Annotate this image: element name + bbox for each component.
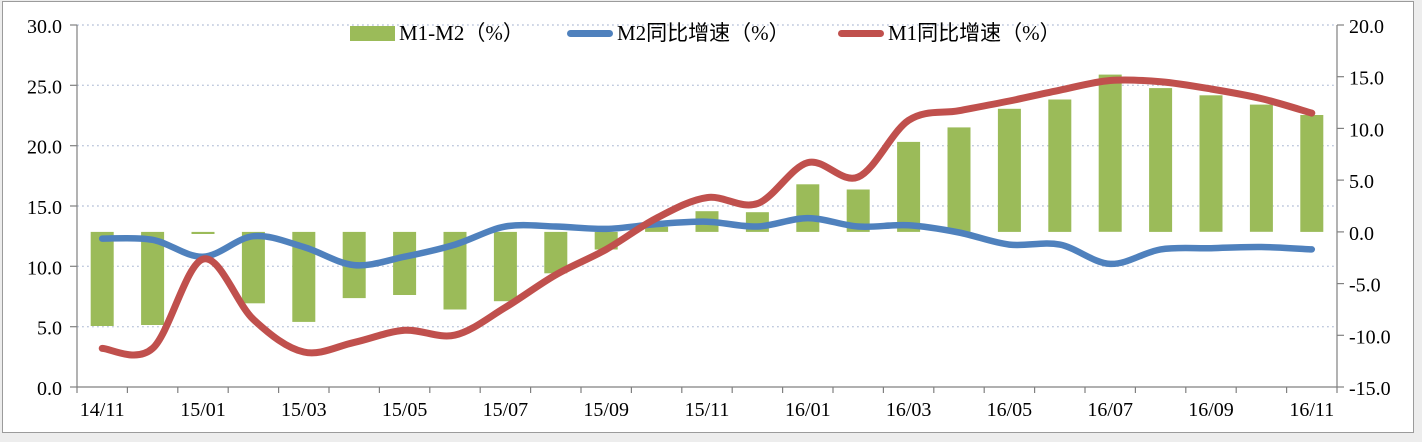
- bar-15/10: [645, 226, 669, 232]
- bar-16/06: [1048, 99, 1072, 232]
- left-axis-label: 5.0: [37, 318, 62, 340]
- x-axis-label: 16/07: [1087, 399, 1133, 421]
- right-axis-label: -5.0: [1349, 275, 1381, 297]
- x-axis-label: 16/11: [1289, 399, 1334, 421]
- line-swatch-icon: [838, 29, 884, 37]
- gridlines: [77, 24, 1337, 328]
- legend-label-m1-m2: M1-M2（%）: [399, 20, 524, 45]
- x-axis-label: 16/05: [987, 399, 1033, 421]
- right-axis-labels: -15.0 -10.0 -5.0 0.0 5.0 10.0 15.0 20.0: [1349, 16, 1391, 400]
- bar-16/05: [997, 108, 1021, 232]
- bar-15/01: [191, 231, 215, 234]
- x-axis-label: 15/05: [382, 399, 428, 421]
- left-axis-label: 20.0: [27, 137, 62, 159]
- right-axis-label: 15.0: [1349, 68, 1384, 90]
- legend-label-m2-yoy: M2同比增速（%）: [617, 20, 790, 45]
- x-axis-label: 16/03: [886, 399, 932, 421]
- axis-ticks: [70, 24, 1344, 393]
- bar-16/10: [1249, 104, 1273, 232]
- line-swatch-icon: [567, 29, 613, 37]
- bar-16/04: [947, 127, 971, 232]
- bar-16/11: [1300, 115, 1324, 232]
- x-axis-label: 15/03: [281, 399, 327, 421]
- bar-series-m1-m2: [90, 74, 1324, 326]
- right-axis-label: 0.0: [1349, 223, 1374, 245]
- bar-15/03: [292, 231, 316, 322]
- bar-14/11: [90, 231, 114, 326]
- x-axis-label: 15/11: [685, 399, 730, 421]
- left-axis-label: 25.0: [27, 76, 62, 98]
- right-axis-label: -10.0: [1349, 326, 1391, 348]
- bar-swatch-icon: [350, 25, 395, 41]
- x-axis-label: 15/07: [483, 399, 529, 421]
- legend-item-m2-yoy: M2同比增速（%）: [567, 21, 790, 45]
- bar-15/06: [443, 231, 467, 310]
- x-axis-label: 14/11: [80, 399, 125, 421]
- left-axis-label: 30.0: [27, 16, 62, 38]
- legend: M1-M2（%） M2同比增速（%） M1同比增速（%）: [0, 21, 1422, 45]
- bar-16/08: [1149, 88, 1173, 232]
- right-axis-label: 20.0: [1349, 16, 1384, 38]
- bar-16/02: [846, 189, 870, 232]
- legend-item-m1-m2: M1-M2（%）: [350, 21, 524, 45]
- m2-yoy-line: [98, 214, 1316, 269]
- left-axis-labels: 0.0 5.0 10.0 15.0 20.0 25.0 30.0: [27, 16, 62, 400]
- bar-15/05: [393, 231, 417, 295]
- left-axis-label: 10.0: [27, 257, 62, 279]
- bar-16/07: [1098, 74, 1122, 232]
- x-axis-labels: 14/11 15/01 15/03 15/05 15/07 15/09 15/11 16/01…: [80, 399, 1334, 421]
- x-axis-label: 15/01: [180, 399, 226, 421]
- x-axis-label: 15/09: [583, 399, 629, 421]
- x-axis-label: 16/01: [785, 399, 831, 421]
- right-axis-label: -15.0: [1349, 378, 1391, 400]
- right-axis-label: 5.0: [1349, 171, 1374, 193]
- bar-15/02: [241, 231, 265, 304]
- bar-15/07: [493, 231, 517, 302]
- legend-label-m1-yoy: M1同比增速（%）: [888, 20, 1061, 45]
- m1-yoy-line: [98, 76, 1316, 359]
- bar-16/09: [1199, 95, 1223, 232]
- x-axis-label: 16/09: [1188, 399, 1234, 421]
- legend-item-m1-yoy: M1同比增速（%）: [838, 21, 1061, 45]
- bar-15/08: [544, 231, 568, 274]
- bar-16/01: [796, 184, 820, 232]
- right-axis-label: 10.0: [1349, 119, 1384, 141]
- bar-16/03: [897, 141, 921, 232]
- bar-14/12: [141, 231, 165, 325]
- left-axis-label: 15.0: [27, 197, 62, 219]
- left-axis-label: 0.0: [37, 378, 62, 400]
